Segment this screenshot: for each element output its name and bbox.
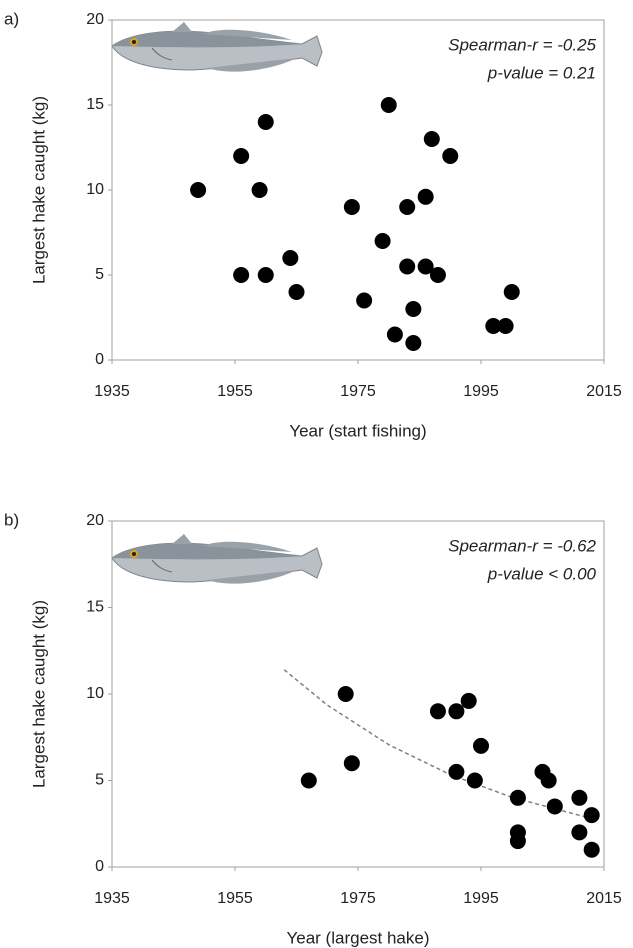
data-point <box>503 284 520 300</box>
data-point <box>356 292 373 309</box>
x-tick-label: 1935 <box>94 890 130 907</box>
x-tick-label: 2015 <box>586 383 622 400</box>
data-point <box>380 97 397 113</box>
data-point <box>583 841 600 858</box>
data-point <box>190 182 207 198</box>
y-tick-label: 10 <box>86 685 104 702</box>
data-point <box>300 772 317 789</box>
data-point <box>583 807 600 824</box>
data-point <box>448 703 465 720</box>
annotation: p-value = 0.21 <box>487 63 596 82</box>
y-tick-label: 10 <box>86 181 104 198</box>
data-point <box>571 824 588 841</box>
data-point <box>448 763 465 780</box>
data-point <box>546 798 563 815</box>
data-point <box>485 318 502 334</box>
y-axis-label: Largest hake caught (kg) <box>29 96 48 284</box>
x-tick-label: 1955 <box>217 890 253 907</box>
data-point <box>405 335 422 351</box>
y-tick-label: 20 <box>86 512 104 529</box>
x-tick-label: 2015 <box>586 890 622 907</box>
data-point <box>337 686 354 702</box>
data-point <box>497 318 514 334</box>
data-point <box>429 267 446 283</box>
x-axis-label: Year (start fishing) <box>289 421 426 440</box>
y-tick-label: 15 <box>86 599 104 616</box>
data-point <box>473 737 489 754</box>
y-tick-label: 15 <box>86 96 104 113</box>
data-point <box>417 188 434 205</box>
data-point <box>423 131 440 147</box>
data-point <box>399 258 416 275</box>
x-tick-label: 1975 <box>340 383 376 400</box>
data-point <box>374 233 391 249</box>
annotation: Spearman-r = -0.25 <box>448 35 596 54</box>
annotation: p-value < 0.00 <box>487 564 597 583</box>
fish-illustration <box>111 21 323 73</box>
data-point <box>233 148 250 164</box>
y-tick-label: 0 <box>95 351 104 368</box>
fish-illustration <box>111 533 323 585</box>
panel-label: a) <box>4 9 19 28</box>
data-point <box>343 199 360 215</box>
data-point <box>233 267 250 283</box>
data-point <box>257 114 274 130</box>
x-tick-label: 1955 <box>217 383 253 400</box>
data-point <box>460 692 477 709</box>
y-tick-label: 20 <box>86 11 104 28</box>
y-tick-label: 5 <box>95 266 104 283</box>
data-point <box>251 182 268 198</box>
y-tick-label: 0 <box>95 858 104 875</box>
data-point <box>288 284 305 300</box>
panel-label: b) <box>4 510 19 529</box>
data-point <box>399 199 416 215</box>
data-point <box>429 703 446 720</box>
y-axis-label: Largest hake caught (kg) <box>29 600 48 788</box>
trend-line <box>283 669 592 820</box>
data-point <box>405 301 422 317</box>
data-point <box>343 755 360 772</box>
data-point <box>282 250 299 266</box>
data-point <box>571 789 588 806</box>
data-point <box>442 148 459 164</box>
data-point <box>466 772 483 789</box>
x-tick-label: 1935 <box>94 383 130 400</box>
data-point <box>540 772 557 789</box>
data-point <box>509 833 526 850</box>
y-tick-label: 5 <box>95 772 104 789</box>
data-point <box>417 258 434 275</box>
annotation: Spearman-r = -0.62 <box>448 536 596 555</box>
data-point <box>257 267 274 283</box>
data-point <box>386 326 403 343</box>
x-tick-label: 1995 <box>463 890 499 907</box>
x-tick-label: 1975 <box>340 890 376 907</box>
data-point <box>509 789 526 806</box>
x-axis-label: Year (largest hake) <box>286 928 429 947</box>
x-tick-label: 1995 <box>463 383 499 400</box>
